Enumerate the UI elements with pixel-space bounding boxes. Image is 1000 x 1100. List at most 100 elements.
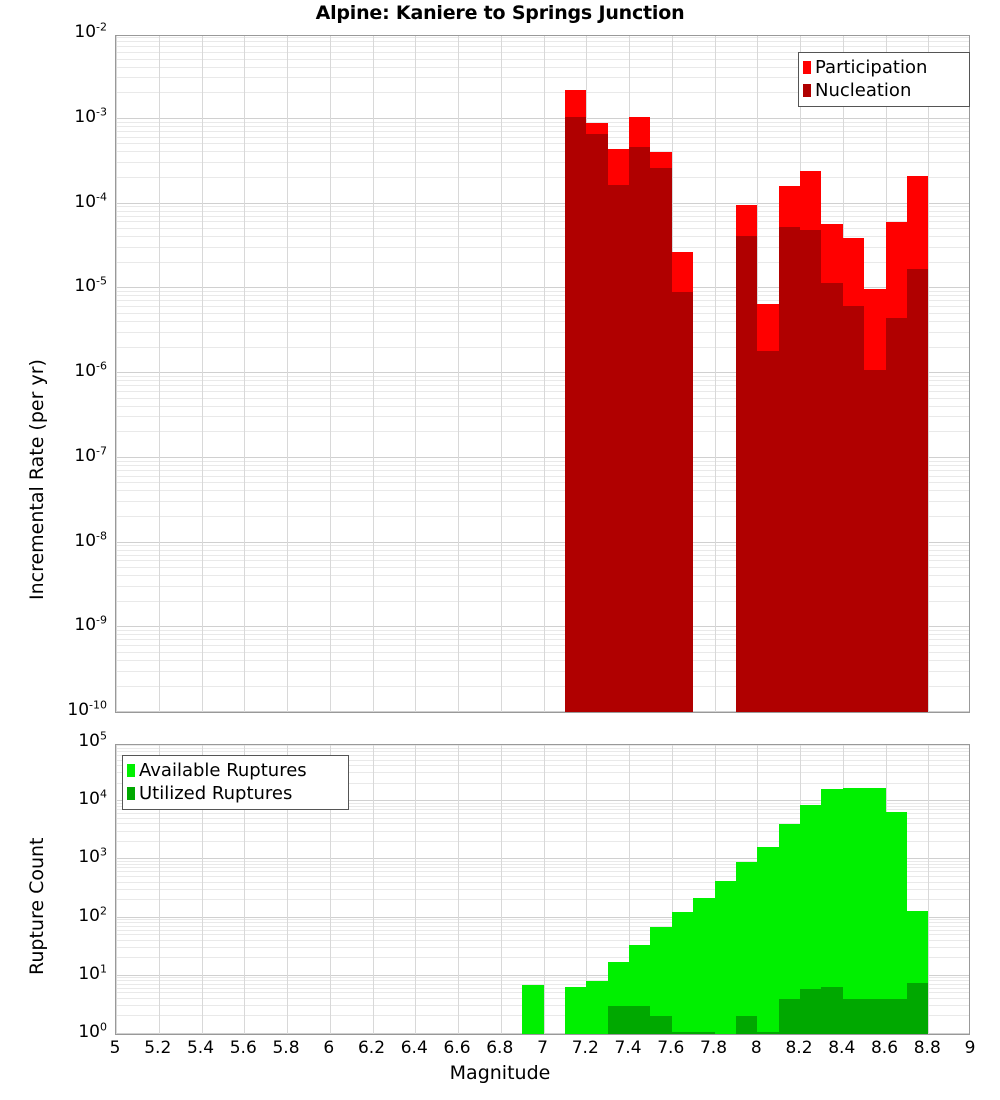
gridline [116, 817, 969, 819]
legend-item[interactable]: Utilized Ruptures [127, 782, 342, 805]
gridline [116, 916, 969, 918]
bar [885, 745, 907, 1034]
gridline [116, 899, 969, 901]
gridline [116, 939, 969, 941]
gridline [116, 77, 969, 79]
bar [650, 745, 672, 1034]
gridline [116, 805, 969, 807]
bottom-y-axis-title: Rupture Count [26, 837, 48, 976]
gridline [116, 501, 969, 503]
bar-segment-available [885, 811, 907, 1034]
bar [693, 745, 715, 1034]
bar [800, 36, 822, 712]
y-tick-label: 10-9 [74, 613, 107, 636]
gridline [116, 585, 969, 587]
gridline [116, 177, 969, 178]
bar-segment-available [586, 981, 608, 1034]
legend-swatch-icon [127, 787, 135, 800]
gridline [116, 813, 969, 815]
gridline [116, 830, 969, 832]
bar-segment-nucleation [629, 146, 651, 712]
y-tick-label: 10-2 [74, 20, 107, 42]
bar [906, 745, 929, 1034]
gridline [116, 754, 969, 756]
y-tick-label: 100 [78, 1020, 107, 1042]
gridline [116, 541, 969, 543]
bar-segment-available [735, 861, 758, 1034]
bar-segment-nucleation [800, 229, 822, 712]
legend-label: Available Ruptures [139, 759, 307, 781]
rupture-count-plot [115, 744, 970, 1035]
gridline-vertical [116, 36, 117, 712]
x-tick-label: 8.6 [870, 1038, 899, 1058]
bar [735, 745, 758, 1034]
bar-segment-utilized [906, 983, 929, 1034]
top-y-axis-title: Incremental Rate (per yr) [26, 359, 48, 600]
gridline [116, 41, 969, 43]
gridline [116, 36, 969, 38]
gridline [116, 236, 969, 238]
bar-segment-available [800, 804, 822, 1034]
gridline-vertical [415, 36, 417, 712]
bar-segment-nucleation [650, 168, 672, 712]
gridline [116, 549, 969, 551]
gridline [116, 875, 969, 877]
gridline [116, 390, 969, 392]
bar [671, 36, 694, 712]
gridline-vertical [287, 745, 288, 1034]
bar [821, 745, 843, 1034]
gridline [116, 983, 969, 985]
gridline [116, 221, 969, 223]
gridline [116, 162, 969, 164]
gridline [116, 957, 969, 959]
gridline [116, 651, 969, 653]
bar-segment-nucleation [757, 351, 779, 712]
bar-segment-available [564, 986, 587, 1034]
bar-segment-nucleation [864, 369, 886, 712]
gridline [116, 747, 969, 749]
gridline [116, 947, 969, 949]
x-tick-label: 8.2 [785, 1038, 813, 1058]
x-tick-label: 5.6 [229, 1038, 257, 1058]
gridline-vertical [543, 745, 545, 1034]
gridline [116, 331, 969, 333]
bar-segment-available [842, 787, 865, 1034]
y-tick-label: 103 [78, 845, 107, 868]
gridline [116, 117, 969, 119]
gridline [116, 929, 969, 931]
bar-segment-utilized [629, 1006, 651, 1034]
gridline [116, 246, 969, 248]
x-tick-label: 6.2 [357, 1038, 386, 1058]
legend-item[interactable]: Nucleation [803, 79, 963, 102]
gridline [116, 58, 969, 60]
y-tick-label: 101 [78, 962, 107, 984]
bar-segment-utilized [885, 998, 907, 1034]
x-tick-label: 9 [964, 1038, 976, 1058]
gridline [116, 456, 969, 458]
legend-item[interactable]: Available Ruptures [127, 759, 342, 782]
bar [778, 745, 800, 1034]
bar [800, 745, 822, 1034]
x-tick-label: 6 [323, 1038, 335, 1058]
bar-segment-utilized [757, 1031, 779, 1034]
bar-segment-utilized [735, 1016, 758, 1034]
bar-segment-utilized [821, 986, 843, 1034]
bar [650, 36, 672, 712]
bar-segment-utilized [607, 1006, 629, 1034]
legend-label: Nucleation [815, 79, 912, 101]
x-axis-title: Magnitude [449, 1062, 551, 1084]
gridline [116, 380, 969, 382]
gridline [116, 372, 969, 373]
bar-segment-available [757, 846, 779, 1034]
gridline [116, 772, 969, 774]
bar-segment-nucleation [906, 268, 929, 712]
bar-segment-available [864, 787, 886, 1034]
gridline [116, 840, 969, 842]
legend-item[interactable]: Participation [803, 56, 963, 79]
bar-segment-utilized [842, 998, 865, 1034]
y-tick-label: 10-10 [67, 698, 107, 720]
bar [607, 745, 629, 1034]
gridline [116, 431, 969, 433]
legend-label: Utilized Ruptures [139, 782, 293, 804]
